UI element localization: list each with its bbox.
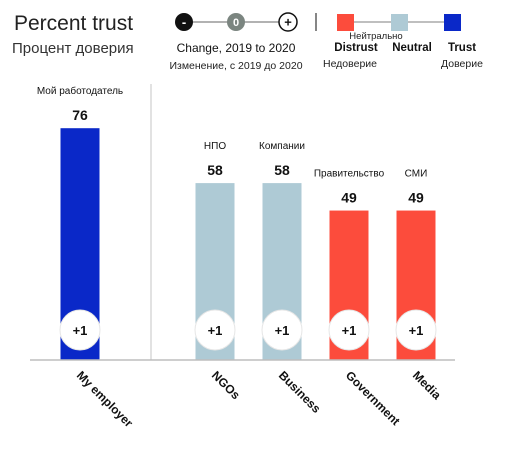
trust-legend: Нейтрально Distrust Neutral Trust Недове…	[323, 14, 483, 70]
category-label-ru-media: СМИ	[405, 169, 428, 180]
distrust-legend-label-ru: Недоверие	[323, 58, 377, 70]
value-label-government: 49	[341, 190, 357, 206]
trust-swatch	[444, 14, 461, 31]
category-label-government: Government	[343, 368, 403, 428]
value-label-business: 58	[274, 162, 290, 178]
change-circle-my-employer	[59, 309, 101, 351]
zero-legend-circle	[227, 13, 245, 31]
chart-title: Percent trust	[14, 12, 134, 35]
bars-group: 76 Мой работодатель +1 My employer 58 НПО +1 NG…	[37, 85, 444, 430]
minus-legend-circle	[175, 13, 193, 31]
distrust-swatch	[337, 14, 354, 31]
neutral-swatch	[391, 14, 408, 31]
category-label-ru-government: Правительство	[314, 169, 385, 180]
change-label-business: +1	[275, 323, 290, 338]
neutral-legend-label: Neutral	[392, 42, 432, 54]
value-label-ngos: 58	[207, 162, 223, 178]
category-label-business: Business	[276, 368, 324, 416]
change-legend-label-ru: Изменение, с 2019 до 2020	[169, 60, 302, 72]
change-legend: - 0 + Change, 2019 to 2020 Изменение, с …	[169, 12, 303, 72]
change-label-media: +1	[409, 323, 424, 338]
category-label-ru-my-employer: Мой работодатель	[37, 85, 123, 97]
change-label-my-employer: +1	[73, 323, 88, 338]
change-circle-media	[395, 309, 437, 351]
chart-subtitle: Процент доверия	[12, 40, 134, 57]
category-label-ngos: NGOs	[209, 368, 243, 402]
minus-legend-label: -	[182, 15, 186, 30]
category-label-ru-business: Компании	[259, 141, 305, 152]
change-circle-government	[328, 309, 370, 351]
category-label-my-employer: My employer	[74, 368, 136, 430]
change-label-government: +1	[342, 323, 357, 338]
change-circle-ngos	[194, 309, 236, 351]
change-legend-label: Change, 2019 to 2020	[177, 41, 296, 55]
plus-legend-label: +	[284, 15, 292, 30]
distrust-legend-label: Distrust	[334, 42, 378, 54]
zero-legend-label: 0	[233, 17, 239, 29]
change-label-ngos: +1	[208, 323, 223, 338]
trust-legend-label-ru: Доверие	[441, 58, 483, 70]
value-label-my-employer: 76	[72, 107, 88, 123]
trust-legend-label: Trust	[448, 42, 476, 54]
plus-legend-circle	[278, 12, 298, 32]
category-label-ru-ngos: НПО	[204, 141, 226, 152]
category-label-media: Media	[410, 368, 444, 402]
change-circle-business	[261, 309, 303, 351]
value-label-media: 49	[408, 190, 424, 206]
neutral-legend-label-ru: Нейтрально	[349, 31, 402, 42]
